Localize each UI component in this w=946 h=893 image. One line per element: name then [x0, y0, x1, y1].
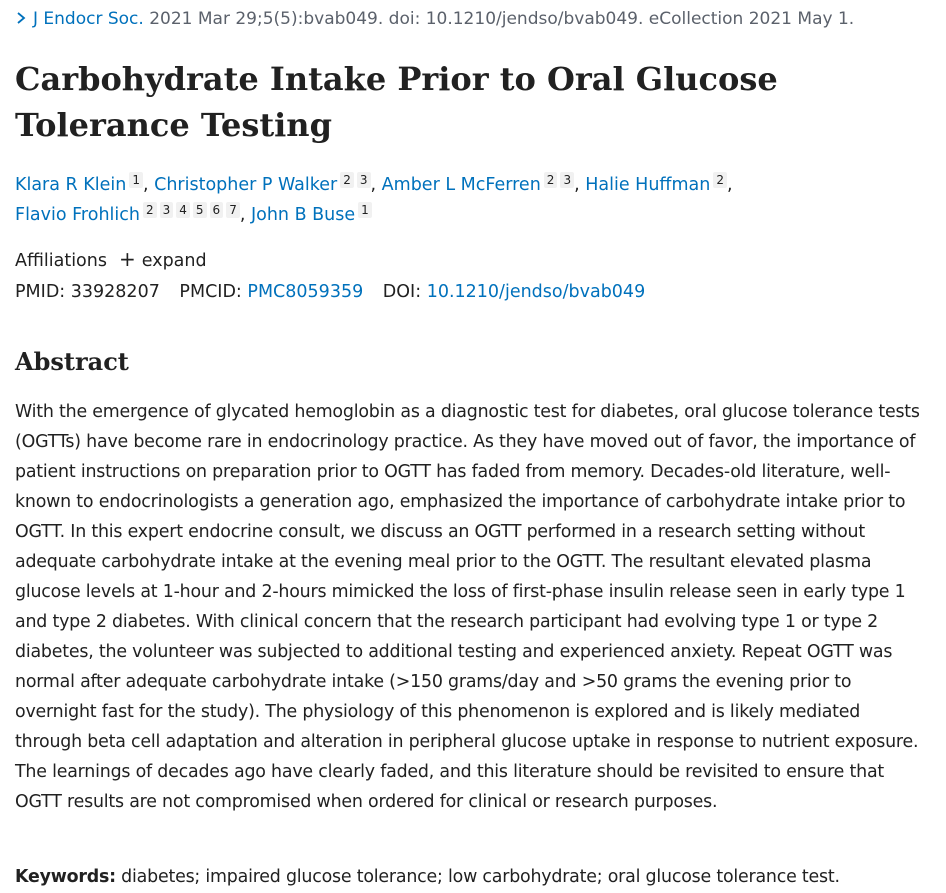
journal-link[interactable]: J Endocr Soc. [33, 9, 144, 29]
author-link[interactable]: John B Buse [250, 205, 356, 225]
affiliation-number-button[interactable]: 2 [340, 172, 354, 188]
citation-line: J Endocr Soc. 2021 Mar 29;5(5):bvab049. … [15, 8, 854, 30]
affiliation-number-button[interactable]: 2 [713, 172, 727, 188]
article-title: Carbohydrate Intake Prior to Oral Glucos… [15, 60, 778, 144]
doi-link[interactable]: 10.1210/jendso/bvab049 [426, 282, 646, 302]
author-link[interactable]: Amber L McFerren [381, 175, 541, 195]
author-entry: Flavio Frohlich 2 3 4 5 6 7, [15, 202, 251, 225]
keywords-label: Keywords: [15, 867, 116, 887]
author-entry: Amber L McFerren 2 3, [381, 172, 586, 195]
author-separator: , [370, 175, 382, 195]
pmcid-link[interactable]: PMC8059359 [247, 282, 364, 302]
author-list: Klara R Klein 1, Christopher P Walker 2 3, … [15, 170, 915, 230]
keywords-row: Keywords: diabetes; impaired glucose tol… [15, 862, 840, 892]
author-separator: , [574, 175, 586, 195]
pmid-label: PMID: [15, 282, 66, 302]
affiliation-number-button[interactable]: 7 [226, 202, 240, 218]
affiliation-number-button[interactable]: 1 [358, 202, 372, 218]
affiliation-number-button[interactable]: 2 [142, 202, 157, 218]
author-entry: Christopher P Walker 2 3, [154, 172, 382, 195]
author-separator: , [142, 175, 155, 195]
affiliation-number-button[interactable]: 2 [543, 172, 558, 188]
affiliations-label: Affiliations [15, 251, 107, 271]
author-entry: John B Buse 1 [250, 202, 372, 225]
affiliation-number-button[interactable]: 3 [560, 172, 575, 188]
author-entry: Halie Huffman 2, [585, 172, 733, 195]
affiliation-number-button[interactable]: 1 [129, 172, 143, 188]
author-link[interactable]: Halie Huffman [585, 175, 711, 195]
plus-icon: + [118, 247, 136, 271]
affiliations-row: Affiliations + expand [15, 246, 207, 274]
affiliation-number-button[interactable]: 6 [209, 202, 224, 218]
expand-label: expand [141, 251, 207, 271]
author-entry: Klara R Klein 1, [15, 172, 155, 195]
citation-details: 2021 Mar 29;5(5):bvab049. doi: 10.1210/j… [143, 9, 855, 29]
identifiers-row: PMID: 33928207 PMCID: PMC8059359 DOI: 10… [15, 279, 645, 305]
chevron-right-icon[interactable] [15, 8, 33, 30]
pmcid-label: PMCID: [179, 282, 242, 302]
abstract-text: With the emergence of glycated hemoglobi… [15, 402, 920, 812]
author-separator: , [239, 205, 251, 225]
affiliation-number-button[interactable]: 3 [159, 202, 174, 218]
author-link[interactable]: Klara R Klein [15, 175, 127, 195]
keywords-text: diabetes; impaired glucose tolerance; lo… [115, 867, 840, 887]
pmid-value: 33928207 [70, 282, 160, 302]
author-separator: , [726, 175, 733, 195]
affiliation-number-button[interactable]: 5 [192, 202, 207, 218]
affiliation-number-button[interactable]: 4 [176, 202, 190, 218]
abstract-heading: Abstract [15, 347, 129, 376]
author-link[interactable]: Flavio Frohlich [15, 205, 140, 225]
doi-label: DOI: [382, 282, 422, 302]
affiliations-expand-button[interactable]: + expand [119, 247, 207, 271]
author-link[interactable]: Christopher P Walker [154, 175, 338, 195]
affiliation-number-button[interactable]: 3 [356, 172, 371, 188]
